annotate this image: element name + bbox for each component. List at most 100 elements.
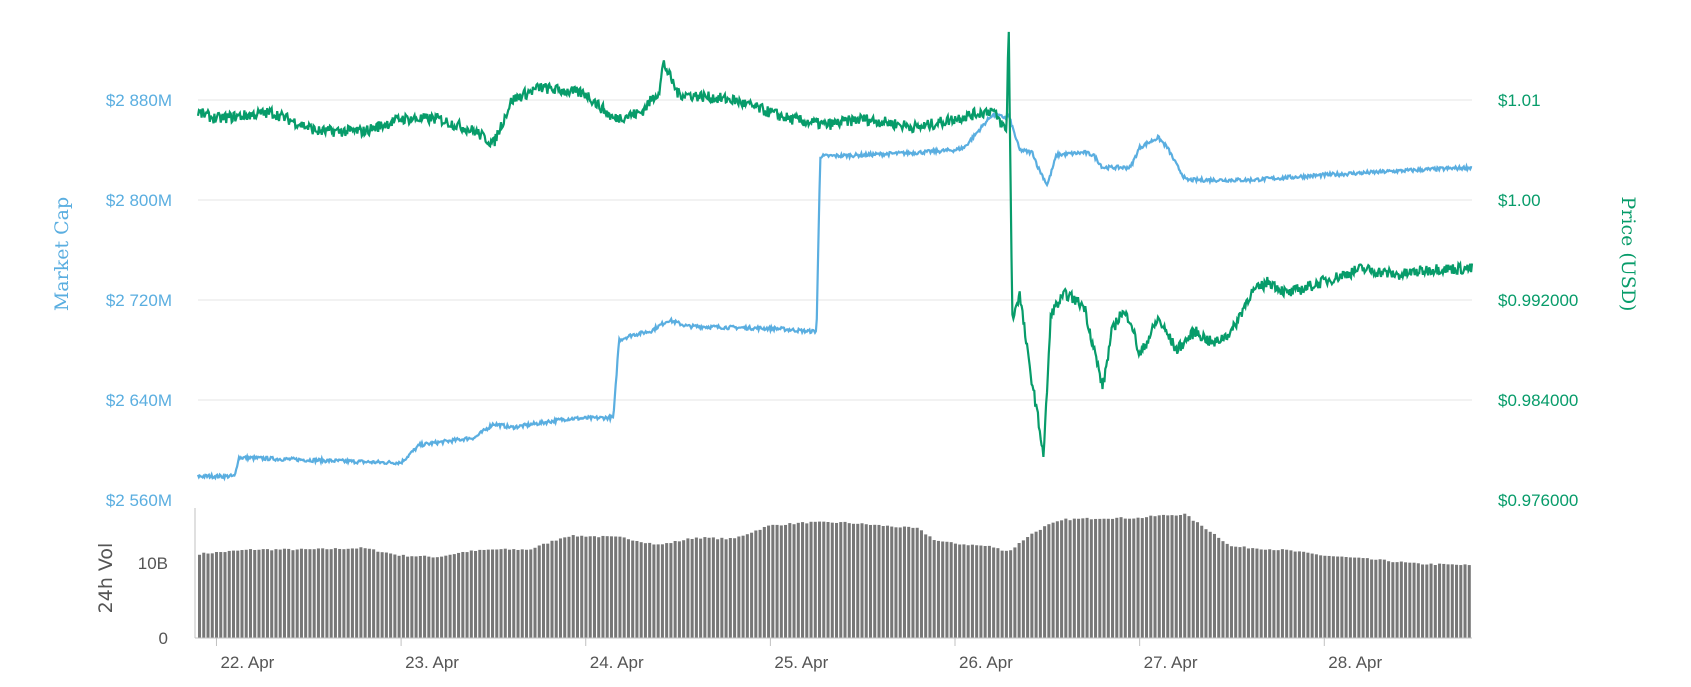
volume-bar xyxy=(1450,564,1454,638)
volume-bar xyxy=(924,534,928,638)
volume-bar xyxy=(894,527,898,638)
volume-bar xyxy=(516,549,520,638)
grid-lines xyxy=(198,99,1472,401)
axes: Market Cap Price (USD) 24h Vol xyxy=(51,197,1639,639)
volume-bar xyxy=(1310,553,1314,638)
volume-bar xyxy=(945,541,949,638)
volume-bar xyxy=(958,544,962,638)
volume-bar xyxy=(418,555,422,638)
volume-bar xyxy=(503,548,507,638)
volume-bar xyxy=(1416,563,1420,638)
volume-bar xyxy=(970,544,974,638)
volume-bar xyxy=(1204,529,1208,638)
volume-bar xyxy=(1212,533,1216,638)
volume-bar xyxy=(558,538,563,638)
volume-bar xyxy=(762,526,766,638)
volume-bar xyxy=(919,530,923,638)
volume-bar xyxy=(1229,546,1233,638)
volume-bar xyxy=(1038,529,1042,638)
volume-bar xyxy=(533,547,537,638)
volume-bar xyxy=(699,538,703,638)
volume-bar xyxy=(1132,518,1136,638)
right-tick-label: $0.976000 xyxy=(1498,491,1578,510)
volume-bar xyxy=(423,555,427,638)
right-tick-label: $0.992000 xyxy=(1498,291,1578,310)
volume-bar xyxy=(711,537,715,638)
volume-bar xyxy=(346,548,350,638)
volume-bar xyxy=(1157,515,1161,638)
volume-bar xyxy=(452,554,456,638)
volume-bar xyxy=(733,538,737,638)
volume-bar xyxy=(656,544,660,638)
volume-bar xyxy=(1378,559,1382,638)
volume-bar xyxy=(686,538,690,638)
volume-bar xyxy=(1225,543,1229,638)
left-tick-label: $2 880M xyxy=(106,91,172,110)
volume-bar xyxy=(788,523,792,638)
volume-bar xyxy=(1255,548,1259,638)
volume-bar xyxy=(1026,537,1030,638)
volume-bar xyxy=(1030,533,1034,638)
volume-bar xyxy=(703,537,707,638)
volume-bar xyxy=(1119,517,1123,638)
volume-bar xyxy=(1043,526,1047,638)
volume-bar xyxy=(406,556,410,638)
volume-bar xyxy=(1217,537,1221,638)
volume-bar xyxy=(856,523,860,638)
volume-bar xyxy=(499,549,503,638)
volume-bar xyxy=(1268,549,1272,638)
volume-bar xyxy=(308,549,312,638)
volume-bar xyxy=(902,526,906,638)
volume-bar xyxy=(435,557,439,638)
volume-bar xyxy=(1174,515,1178,638)
volume-bar xyxy=(1404,562,1408,638)
volume-bar xyxy=(1442,563,1446,638)
volume-bar xyxy=(996,548,1000,638)
volume-bar xyxy=(1336,556,1340,638)
volume-bar xyxy=(877,524,881,638)
volume-bar xyxy=(1433,565,1437,638)
volume-bar xyxy=(809,521,813,638)
volume-bar xyxy=(784,524,788,638)
volume-bar xyxy=(1391,562,1395,638)
volume-bar xyxy=(261,549,265,638)
volume-bar xyxy=(575,536,579,638)
volume-bar xyxy=(295,549,299,638)
volume-bar xyxy=(885,525,890,638)
volume-bar xyxy=(1365,558,1369,638)
volume-bar xyxy=(1353,557,1357,638)
volume-bar xyxy=(1293,551,1297,638)
right-axis-title: Price (USD) xyxy=(1617,197,1639,312)
volume-bar xyxy=(907,526,911,638)
volume-bar xyxy=(571,535,575,638)
volume-bar xyxy=(830,522,834,638)
volume-bar xyxy=(512,549,516,638)
volume-bar xyxy=(805,523,809,638)
volume-bar xyxy=(227,550,231,638)
volume-bar xyxy=(563,537,567,638)
price-line xyxy=(196,31,1474,457)
volume-bar xyxy=(287,548,291,638)
volume-bar xyxy=(720,537,724,638)
volume-bar xyxy=(1289,550,1293,638)
tick-labels: $2 560M $2 640M $2 720M $2 800M $2 880M $0.97… xyxy=(106,91,1579,672)
volume-bar xyxy=(949,542,953,638)
volume-bar xyxy=(1170,515,1174,638)
volume-bar xyxy=(1128,518,1132,638)
volume-bar xyxy=(219,552,223,638)
volume-bar xyxy=(779,525,783,638)
volume-bar xyxy=(397,555,401,638)
volume-bar xyxy=(1327,555,1331,638)
volume-bar xyxy=(1297,551,1301,638)
volume-bar xyxy=(592,536,596,638)
volume-bar xyxy=(758,529,762,638)
x-tick-label: 26. Apr xyxy=(959,653,1013,672)
volume-bar xyxy=(750,532,754,638)
volume-bar xyxy=(376,551,380,638)
volume-bar xyxy=(389,553,393,638)
volume-bar xyxy=(1085,517,1089,638)
volume-bar xyxy=(1098,518,1102,638)
volume-bar xyxy=(605,536,609,638)
volume-bar xyxy=(1348,557,1352,638)
volume-bar xyxy=(210,553,214,638)
